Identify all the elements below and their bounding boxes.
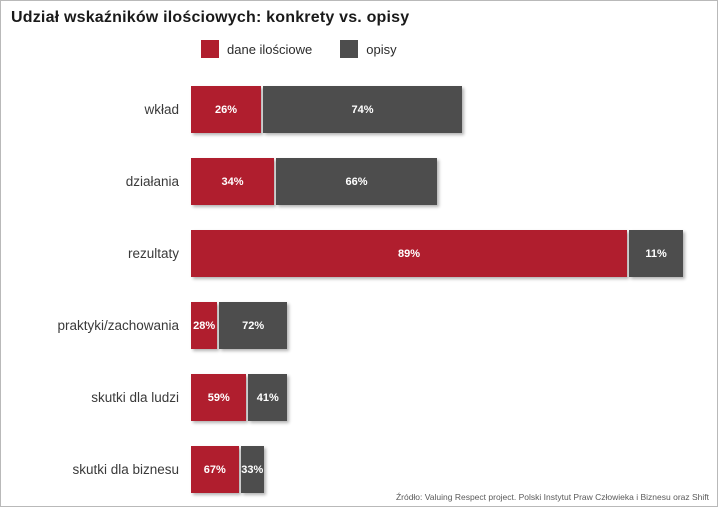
bar-segment-dane-ilosciowe: 34% [191, 158, 274, 205]
category-label: praktyki/zachowania [57, 318, 179, 333]
value-label: 67% [203, 463, 226, 476]
bar-row: skutki dla biznesu 67% 33% [1, 446, 717, 493]
bar-segment-opisy: 41% [248, 374, 287, 421]
value-label: 33% [241, 463, 264, 476]
legend-swatch-dane-ilosciowe-icon [201, 40, 219, 58]
bar-segment-dane-ilosciowe: 59% [191, 374, 247, 421]
value-label: 89% [398, 247, 421, 260]
category-label: działania [125, 174, 179, 189]
bar-segment-dane-ilosciowe: 28% [191, 302, 218, 349]
source-note: Źródło: Valuing Respect project. Polski … [395, 492, 709, 502]
stacked-bar: 59% 41% [191, 374, 287, 421]
bar-segment-dane-ilosciowe: 67% [191, 446, 239, 493]
stacked-bar: 89% 11% [191, 230, 683, 277]
bar-segment-opisy: 66% [275, 158, 437, 205]
value-label: 11% [645, 247, 667, 260]
bar-row: skutki dla ludzi 59% 41% [1, 374, 717, 421]
stacked-bar: 26% 74% [191, 86, 462, 133]
bar-row: rezultaty 89% 11% [1, 230, 717, 277]
stacked-bar: 34% 66% [191, 158, 437, 205]
legend-label-opisy: opisy [366, 41, 397, 57]
value-label: 34% [221, 175, 244, 188]
value-label: 72% [242, 319, 265, 332]
value-label: 28% [193, 319, 216, 332]
bar-row: działania 34% 66% [1, 158, 717, 205]
value-label: 59% [207, 391, 230, 404]
bar-segment-dane-ilosciowe: 89% [191, 230, 628, 277]
category-label: skutki dla biznesu [72, 462, 179, 477]
bar-row: praktyki/zachowania 28% 72% [1, 302, 717, 349]
legend-item-opisy: opisy [340, 40, 397, 58]
bar-segment-opisy: 74% [262, 86, 462, 133]
category-label: skutki dla ludzi [91, 390, 179, 405]
value-label: 41% [256, 391, 279, 404]
category-label: wkład [144, 102, 179, 117]
bar-row: wkład 26% 74% [1, 86, 717, 133]
stacked-bar: 67% 33% [191, 446, 264, 493]
bar-segment-opisy: 11% [629, 230, 683, 277]
category-label: rezultaty [127, 246, 179, 261]
value-label: 74% [351, 103, 374, 116]
bar-chart: wkład 26% 74% działania 34% 66% rezultaty 89% 11… [1, 86, 717, 506]
stacked-bar: 28% 72% [191, 302, 287, 349]
bar-segment-dane-ilosciowe: 26% [191, 86, 261, 133]
chart-title: Udział wskaźników ilościowych: konkrety … [11, 9, 410, 26]
value-label: 26% [214, 103, 237, 116]
legend-swatch-opisy-icon [340, 40, 359, 58]
value-label: 66% [345, 175, 368, 188]
bar-segment-opisy: 72% [219, 302, 287, 349]
legend-item-dane-ilosciowe: dane ilościowe [201, 40, 312, 58]
legend-label-dane-ilosciowe: dane ilościowe [227, 41, 313, 57]
legend: dane ilościowe opisy [201, 39, 717, 59]
bar-segment-opisy: 33% [240, 446, 264, 493]
